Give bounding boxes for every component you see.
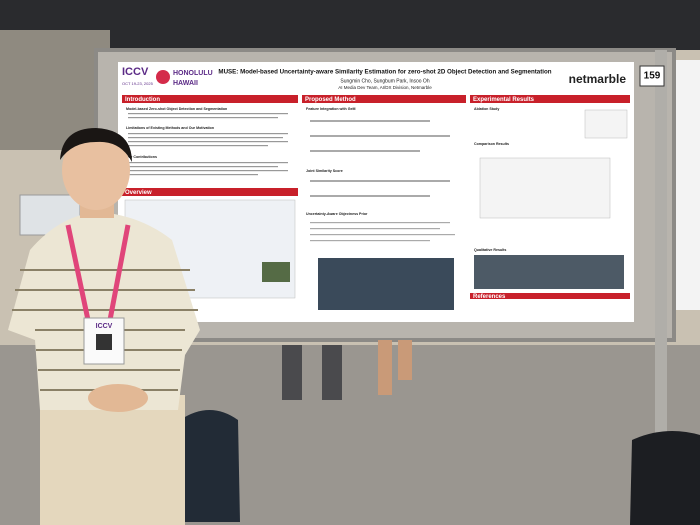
visitor-leg: [322, 345, 342, 400]
poster-conf-name: ICCV: [122, 66, 149, 78]
hibiscus-logo: [156, 70, 170, 84]
comparison-table: [479, 157, 611, 219]
hair: [60, 128, 132, 162]
section-header: Overview: [125, 190, 152, 196]
section-header-bar: [122, 188, 298, 196]
poster-conf-dates: OCT 19-23, 2025: [122, 81, 154, 86]
section-header: Introduction: [125, 97, 160, 103]
visitor-leg: [378, 340, 392, 395]
badge-text: ICCV: [96, 323, 113, 330]
section-header-bar: [302, 95, 466, 103]
poster-authors: Sungmin Cho, Sungbum Park, Insoo Oh: [340, 78, 429, 84]
board-leg: [655, 50, 667, 440]
section-item: Model-based Zero-shot Object Detection a…: [126, 107, 227, 111]
next-poster: [676, 60, 700, 310]
method-figure: [318, 258, 454, 310]
section-header-bar: [470, 95, 630, 103]
backpack: [630, 431, 700, 525]
diagram-image: [262, 262, 290, 282]
board-number: 159: [644, 71, 661, 82]
section-item: Uncertainty-Aware Objectness Prior: [306, 212, 368, 216]
shorts: [40, 395, 185, 525]
qualitative-figure: [474, 255, 624, 289]
hands: [88, 384, 148, 412]
section-item: Joint Similarity Score: [306, 169, 343, 173]
lanyard: [65, 224, 131, 321]
equation-lines: [310, 120, 455, 242]
poster-conf-city: HONOLULU: [173, 70, 213, 77]
board-number-card: [639, 65, 665, 87]
poster-title: MUSE: Model-based Uncertainty-aware Simi…: [218, 69, 551, 76]
section-item: Feature Integration with GeM: [306, 107, 356, 111]
section-item: Ablation Study: [474, 107, 499, 111]
section-item: Limitations of Existing Methods and Our …: [126, 126, 214, 130]
section-header: References: [473, 294, 506, 300]
section-header-bar: [470, 293, 630, 299]
face: [62, 130, 130, 210]
section-header: Experimental Results: [473, 97, 535, 103]
section-item: Our Contributions: [126, 155, 157, 159]
body-text-lines: [128, 113, 288, 176]
poster-conf-state: HAWAII: [173, 80, 198, 87]
section-header-bar: [122, 95, 298, 103]
section-item: Qualitative Results: [474, 248, 506, 252]
backpack: [180, 410, 240, 522]
section-header: Proposed Method: [305, 97, 356, 103]
ablation-table: [584, 109, 628, 139]
company-logo: netmarble: [569, 72, 627, 86]
section-item: Comparison Results: [474, 142, 509, 146]
visitor-leg: [398, 340, 412, 380]
poster-affiliation: AI Media Dev Team, AI/DX Division, Netma…: [338, 85, 432, 90]
visitor-leg: [282, 345, 302, 400]
badge-qr: [96, 334, 112, 350]
